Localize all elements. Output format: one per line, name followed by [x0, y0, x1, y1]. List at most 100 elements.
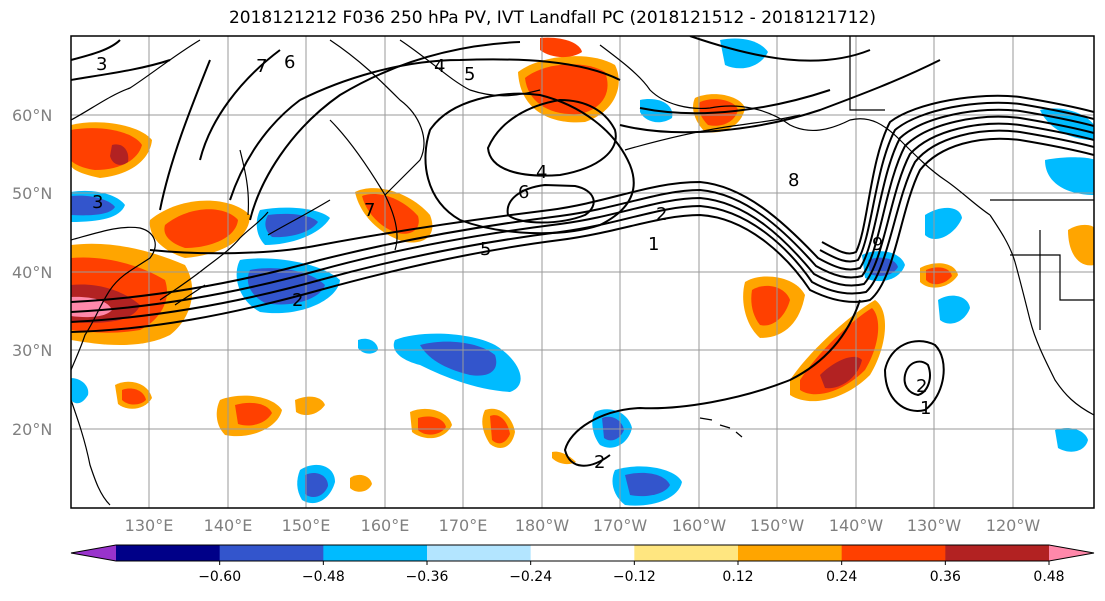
anomaly-region [265, 213, 318, 238]
graticule [71, 36, 1094, 508]
colorbar-outline [70, 544, 1095, 562]
colorbar-ticks: −0.60 −0.48 −0.36 −0.24 −0.12 0.12 0.24 0.36 0.4… [198, 561, 1065, 585]
anomaly-region [800, 308, 879, 395]
anomaly-region [122, 388, 146, 405]
pv-contour-label: 2 [594, 452, 605, 473]
pv-contour-label: 7 [256, 56, 267, 77]
anomaly-region [362, 194, 419, 234]
colorbar-extend-low [71, 545, 116, 561]
anomaly-region [295, 396, 325, 416]
asia-coastline [71, 39, 201, 506]
pv-contour-label: 1 [920, 398, 931, 419]
pv-contour-line [71, 39, 171, 81]
colorbar-segment [945, 545, 1050, 561]
pv-contour-label: 6 [518, 182, 529, 203]
anomaly-region [625, 472, 670, 497]
colorbar-segment [738, 545, 843, 561]
pv-contour-label: 2 [656, 204, 667, 225]
lon-label: 170°E [439, 516, 488, 535]
pv-contour-line [249, 41, 521, 221]
aleutian-coastline [624, 114, 801, 151]
pv-contour-line [821, 94, 1094, 255]
pv-contours [71, 36, 1094, 467]
lon-label: 150°E [282, 516, 331, 535]
lat-label: 40°N [12, 263, 52, 282]
lon-labels: 130°E 140°E 150°E 160°E 170°E 180°W 170°… [125, 516, 1041, 535]
anomaly-region [1045, 157, 1094, 195]
anomaly-region [751, 285, 790, 326]
anomaly-region [350, 474, 372, 492]
pv-contour-label: 7 [364, 200, 375, 221]
lon-label: 130°E [125, 516, 174, 535]
ivt-anomaly-shading [71, 37, 1094, 506]
pv-contour-label: 8 [788, 170, 799, 191]
pv-contour-label: 2 [292, 290, 303, 311]
pv-contour-label: 4 [536, 162, 547, 183]
pv-contour-label: 3 [92, 192, 103, 213]
pv-contour-line [883, 340, 945, 412]
anomaly-region [235, 402, 272, 426]
anomaly-region [1068, 224, 1094, 266]
pv-contour-line [424, 92, 635, 235]
anomaly-region [720, 38, 768, 69]
pv-contour-label: 4 [434, 56, 445, 77]
lat-label: 50°N [12, 184, 52, 203]
pv-contour-label: 1 [648, 234, 659, 255]
colorbar-segment [219, 545, 324, 561]
anomaly-region [71, 378, 89, 404]
colorbar-tick-label: −0.60 [198, 569, 241, 585]
lat-labels: 60°N 50°N 40°N 30°N 20°N [12, 106, 52, 439]
anomaly-region [525, 64, 608, 115]
colorbar-segment [427, 545, 532, 561]
pv-contour-line [149, 108, 1094, 271]
pv-contour-label: 5 [464, 64, 475, 85]
pv-contour-label: 3 [96, 54, 107, 75]
anomaly-region [164, 209, 238, 248]
pv-contour-line [159, 49, 281, 211]
pv-contour-line [71, 122, 1094, 313]
lon-label: 140°W [829, 516, 884, 535]
lat-label: 20°N [12, 420, 52, 439]
colorbar-tick-label: 0.12 [722, 569, 753, 585]
lon-label: 150°W [750, 516, 805, 535]
pv-contour-label: 5 [480, 239, 491, 260]
alaska-coastline [599, 44, 991, 216]
anomaly-region [418, 416, 446, 435]
colorbar-segment [116, 545, 221, 561]
pv-contour-line [619, 36, 941, 134]
anomaly-region [540, 37, 582, 58]
colorbar-tick-label: 0.24 [826, 569, 857, 585]
pv-contour-line [71, 137, 1094, 333]
na-coastline [989, 214, 1094, 416]
colorbar-tick-label: 0.36 [930, 569, 961, 585]
anomaly-region [938, 295, 970, 324]
pv-contour-line [229, 58, 621, 201]
colorbar-extend-high [1049, 545, 1094, 561]
pv-contour-label: 6 [284, 52, 295, 73]
colorbar-tick-label: −0.36 [406, 569, 449, 585]
anomaly-region [1055, 428, 1088, 452]
colorbar [70, 544, 1095, 562]
map-title: 2018121212 F036 250 hPa PV, IVT Landfall… [228, 8, 876, 28]
colorbar-segment [634, 545, 739, 561]
anomaly-region [305, 473, 328, 498]
colorbar-tick-label: −0.24 [509, 569, 552, 585]
lon-label: 120°W [986, 516, 1041, 535]
lon-label: 130°W [907, 516, 962, 535]
pv-contour-label: 9 [872, 234, 883, 255]
colorbar-segment [841, 545, 946, 561]
anomaly-region [820, 356, 862, 389]
colorbar-tick-label: 0.48 [1033, 569, 1064, 585]
lat-label: 30°N [12, 341, 52, 360]
map-frame [70, 35, 1095, 509]
anomaly-region [110, 144, 129, 165]
pv-contour-line [506, 183, 595, 224]
pv-contour-label: 2 [916, 376, 927, 397]
colorbar-segment [530, 545, 635, 561]
anomaly-region [71, 195, 115, 216]
lon-label: 140°E [204, 516, 253, 535]
hawaii-coastline [699, 417, 743, 438]
colorbar-tick-label: −0.12 [613, 569, 656, 585]
pv-contour-line [71, 129, 1094, 323]
